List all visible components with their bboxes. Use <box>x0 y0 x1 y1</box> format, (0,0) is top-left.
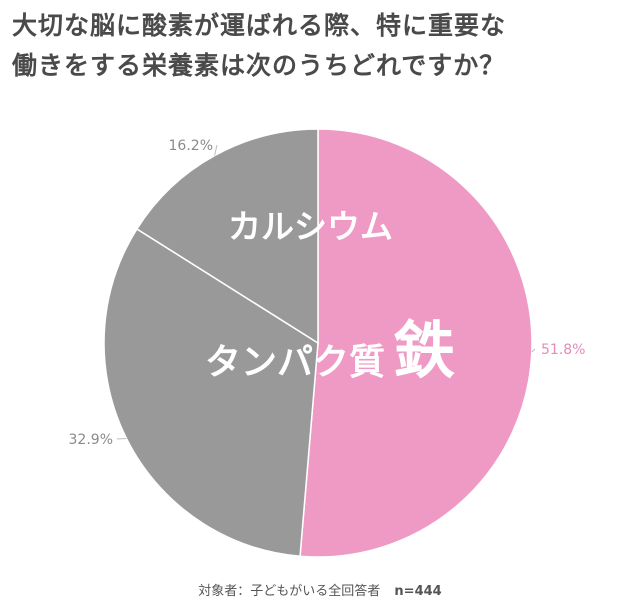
chart-title-line-1: 大切な脳に酸素が運ばれる際、特に重要な <box>12 11 507 40</box>
pie-slice <box>299 128 533 558</box>
slice-label: タンパク質 <box>205 342 385 383</box>
slice-label: 鉄 <box>393 314 455 387</box>
footnote-sample-size: n=444 <box>394 584 442 599</box>
chart-title: 大切な脳に酸素が運ばれる際、特に重要な 働きをする栄養素は次のうちどれですか？ <box>12 6 632 86</box>
pie-slice <box>135 128 319 345</box>
percent-label: 16.2% <box>169 138 213 154</box>
leader-line <box>214 144 218 156</box>
leader-line <box>116 437 127 440</box>
footnote-respondents: 対象者：子どもがいる全回答者 <box>198 584 381 599</box>
percent-label: 51.8% <box>541 342 585 358</box>
footnote: 対象者：子どもがいる全回答者 n=444 <box>0 580 640 599</box>
chart-title-line-2: 働きをする栄養素は次のうちどれですか？ <box>12 51 506 80</box>
leader-line <box>531 348 536 353</box>
pie-slice <box>103 227 319 558</box>
percent-label: 32.9% <box>69 432 113 448</box>
slice-label: カルシウム <box>228 207 393 246</box>
